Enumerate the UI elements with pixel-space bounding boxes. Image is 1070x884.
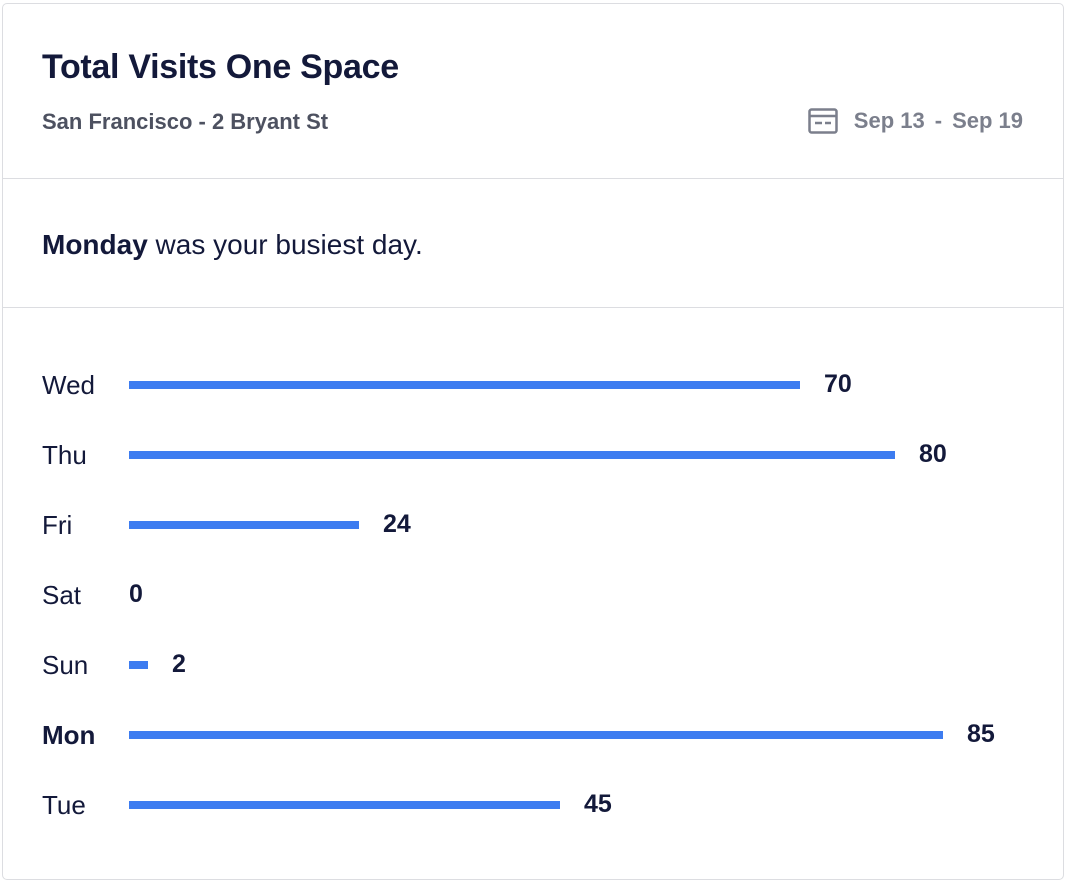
bar [129,521,359,529]
date-range-picker[interactable]: Sep 13 - Sep 19 [808,106,1023,136]
category-label: Tue [42,790,86,820]
bar [129,661,148,669]
category-label: Fri [42,510,73,540]
date-range-start: Sep 13 [853,108,925,133]
bar-row-sun: Sun 2 [3,645,1063,685]
date-range-end: Sep 19 [952,108,1023,133]
card-header: Total Visits One Space San Francisco - 2… [3,4,1063,179]
bar-value-label: 70 [824,370,852,398]
bar-row-thu: Thu 80 [3,435,1063,475]
card-title: Total Visits One Space [42,48,399,86]
bar-row-sat: Sat 0 [3,575,1063,615]
bar-value-label: 85 [967,720,995,748]
bar [129,381,800,389]
category-label: Thu [42,440,87,470]
bar-value-label: 0 [129,580,143,608]
date-range-separator: - [934,108,943,133]
summary-section: Monday was your busiest day. [3,178,1063,308]
category-label: Sat [42,580,82,610]
category-label: Wed [42,370,95,400]
busiest-day-text: was your busiest day. [147,229,423,260]
visits-bar-chart: Wed 70 Thu 80 Fri 24 Sat 0 Sun 2 Mon 85 Tue 45 [3,307,1063,867]
busiest-day-summary: Monday was your busiest day. [42,229,423,261]
bar-value-label: 2 [172,650,186,678]
bar [129,731,943,739]
location-subtitle: San Francisco - 2 Bryant St [42,109,329,134]
calendar-icon [808,108,838,134]
bar-row-mon: Mon 85 [3,715,1063,755]
bar [129,451,895,459]
bar-row-wed: Wed 70 [3,365,1063,405]
bar-value-label: 24 [383,510,411,538]
category-label: Mon [42,720,96,750]
bar-row-fri: Fri 24 [3,505,1063,545]
bar-value-label: 80 [919,440,947,468]
visits-card: Total Visits One Space San Francisco - 2… [2,3,1064,880]
bar [129,801,560,809]
busiest-day-name: Monday [42,229,148,260]
category-label: Sun [42,650,89,680]
bar-value-label: 45 [584,790,612,818]
bar-row-tue: Tue 45 [3,785,1063,825]
